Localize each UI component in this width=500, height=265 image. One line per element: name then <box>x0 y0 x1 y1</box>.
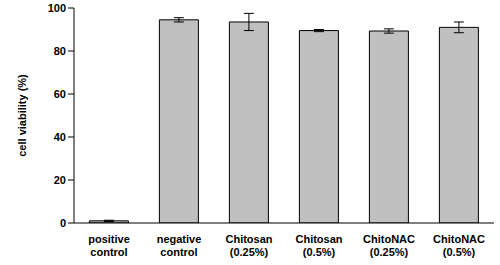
svg-text:negativecontrol: negativecontrol <box>157 233 202 258</box>
svg-text:Chitosan(0.25%): Chitosan(0.25%) <box>225 233 272 258</box>
svg-text:0: 0 <box>60 217 66 229</box>
svg-text:positivecontrol: positivecontrol <box>88 233 130 258</box>
svg-text:80: 80 <box>54 45 66 57</box>
svg-text:60: 60 <box>54 88 66 100</box>
svg-text:Chitosan(0.5%): Chitosan(0.5%) <box>295 233 342 258</box>
svg-text:cell viability (%): cell viability (%) <box>16 74 28 157</box>
svg-text:ChitoNAC(0.5%): ChitoNAC(0.5%) <box>433 233 485 258</box>
svg-text:ChitoNAC(0.25%): ChitoNAC(0.25%) <box>363 233 415 258</box>
svg-text:100: 100 <box>48 2 66 14</box>
svg-text:20: 20 <box>54 174 66 186</box>
svg-text:40: 40 <box>54 131 66 143</box>
